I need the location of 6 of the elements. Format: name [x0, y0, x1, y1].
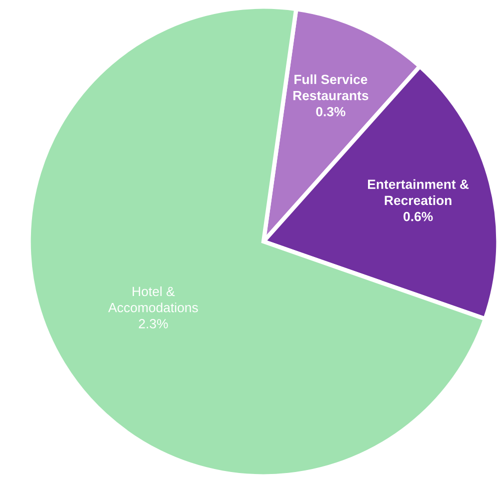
slice-label: Entertainment & Recreation [368, 179, 469, 206]
data-label: 0.6% [404, 212, 433, 222]
slice-label: Hotel & Accomodations [108, 286, 198, 312]
data-label: 0.3% [316, 106, 346, 116]
slice-label: Full Service Restaurants [293, 74, 368, 100]
data-label: 2.3% [138, 319, 168, 328]
